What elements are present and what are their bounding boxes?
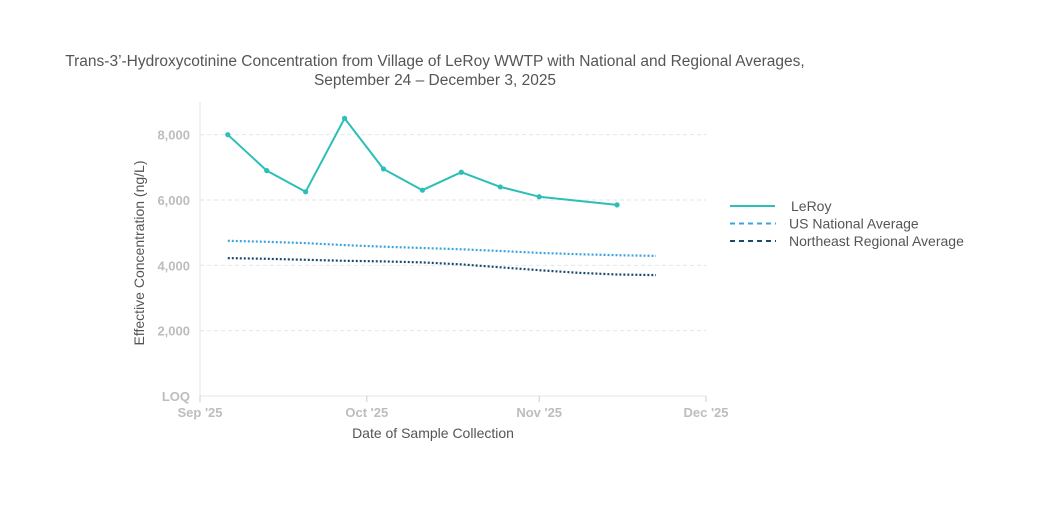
data-point[interactable] [341,115,348,121]
series-line [227,239,657,257]
chart-title-line1: Trans-3’-Hydroxycotinine Concentration f… [65,53,805,70]
x-axis-title: Date of Sample Collection [352,425,514,441]
y-tick-label: 2,000 [157,324,190,339]
data-point[interactable] [419,187,426,193]
chart-title-line2: September 24 – December 3, 2025 [313,72,557,89]
chart-title: Trans-3’-Hydroxycotinine Concentration f… [0,52,870,90]
data-point[interactable] [497,184,503,190]
x-tick-label: Sep '25 [177,405,222,420]
series-line [227,117,618,206]
x-tick-label: Dec '25 [683,405,728,420]
data-point[interactable] [458,169,464,175]
legend-label[interactable]: US National Average [789,216,919,232]
series-lines [225,115,657,277]
data-point[interactable] [380,166,387,172]
axes [199,102,706,397]
legend-label[interactable]: LeRoy [791,198,831,214]
legend-label[interactable]: Northeast Regional Average [789,233,964,249]
y-tick-label: 8,000 [157,128,190,143]
data-point[interactable] [614,202,620,208]
x-tick-labels: Sep '25 Oct '25 Nov '25 Dec '25 [177,396,729,420]
y-tick-label: 6,000 [157,193,190,208]
data-point[interactable] [536,194,542,200]
y-axis-title: Effective Concentration (ng/L) [131,161,147,346]
data-point[interactable] [264,168,270,174]
gridlines [200,134,706,332]
y-tick-label: 4,000 [157,258,190,273]
x-tick-label: Oct '25 [345,405,388,420]
data-point[interactable] [225,132,231,138]
y-tick-label: LOQ [162,389,190,404]
x-tick-label: Nov '25 [516,405,562,420]
series-line [227,257,657,277]
data-point[interactable] [303,189,309,195]
y-tick-labels: LOQ 2,000 4,000 6,000 8,000 [157,128,190,404]
